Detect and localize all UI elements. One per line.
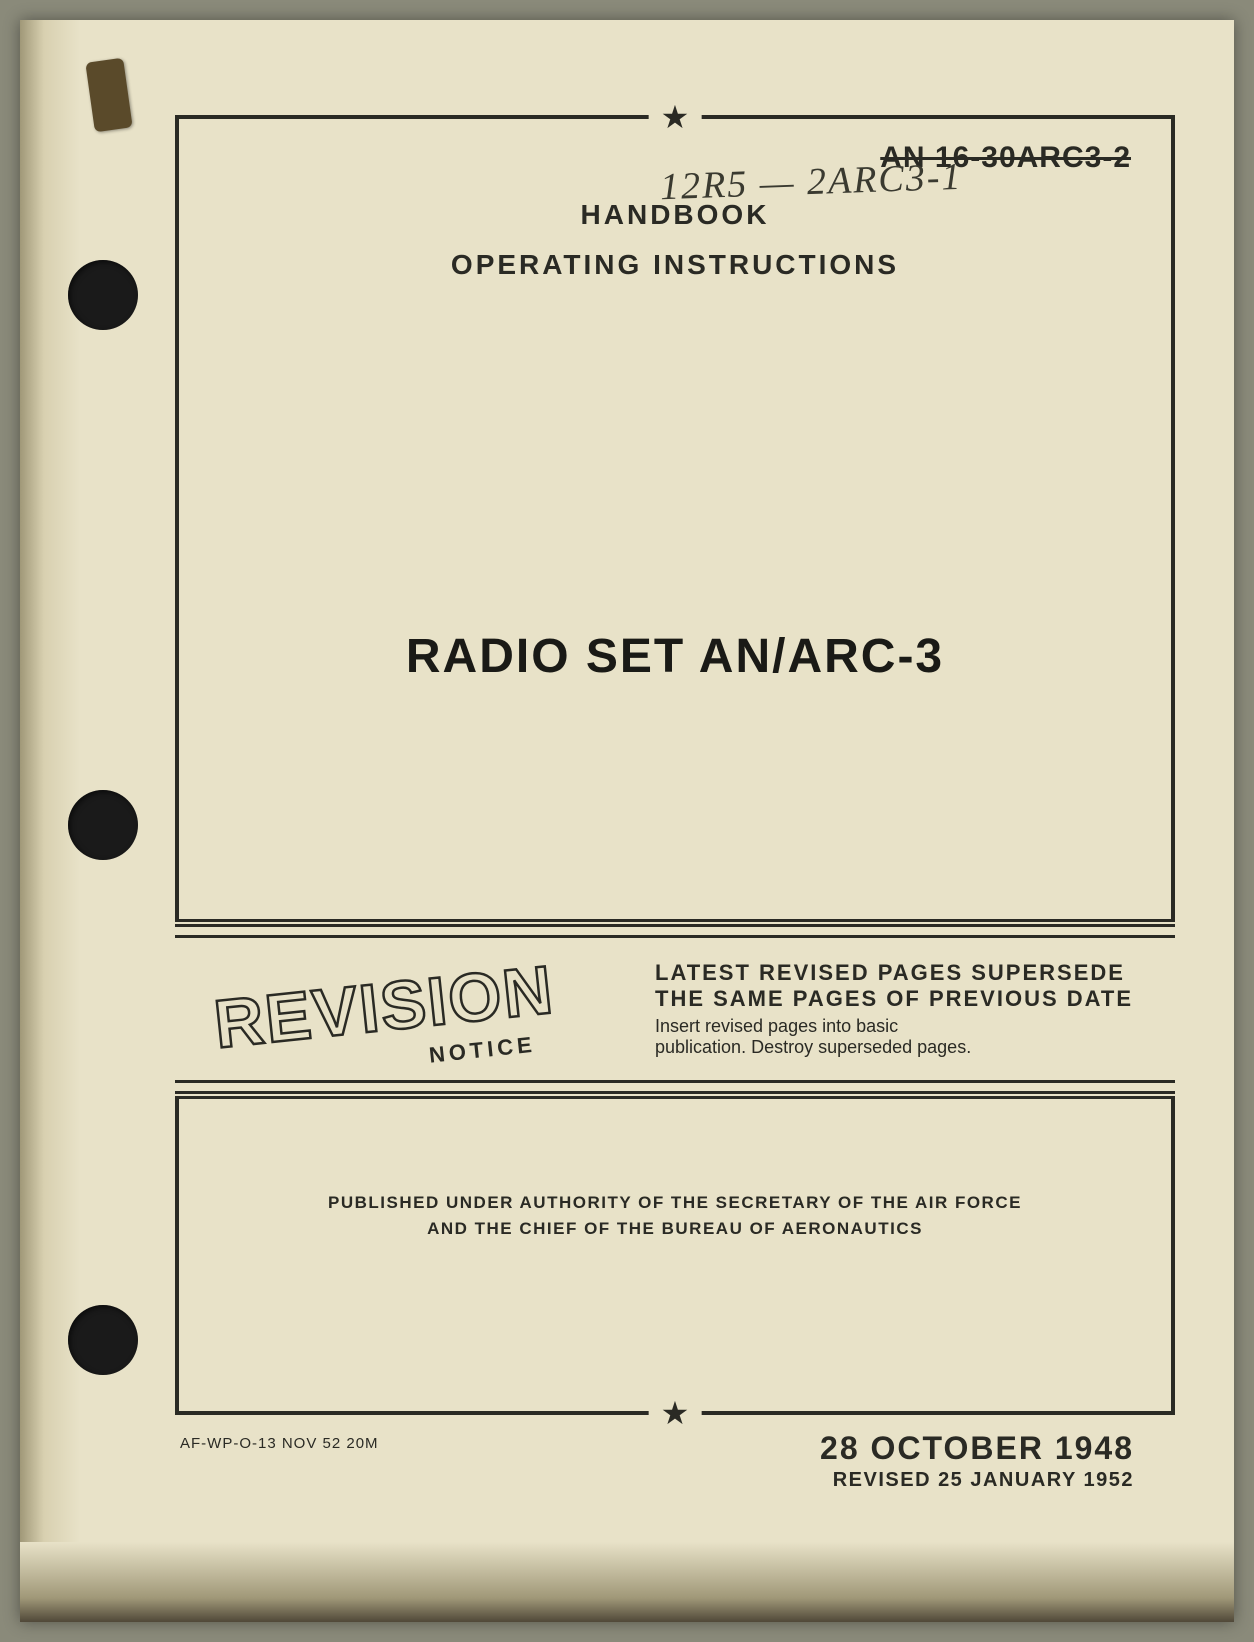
revision-line-3: Insert revised pages into basic bbox=[655, 1016, 1135, 1037]
header-operating-instructions: OPERATING INSTRUCTIONS bbox=[179, 249, 1171, 281]
revision-line-4: publication. Destroy superseded pages. bbox=[655, 1037, 1135, 1058]
staple-mark bbox=[85, 58, 132, 133]
document-page: ★ ★ AN 16-30ARC3-2 HANDBOOK OPERATING IN… bbox=[20, 20, 1234, 1622]
revision-outline-text: REVISION NOTICE bbox=[195, 942, 635, 1092]
revision-line-2: THE SAME PAGES OF PREVIOUS DATE bbox=[655, 986, 1135, 1012]
punch-hole-3 bbox=[68, 1305, 138, 1375]
footer-dates: 28 OCTOBER 1948 REVISED 25 JANUARY 1952 bbox=[820, 1430, 1134, 1492]
header-block: HANDBOOK OPERATING INSTRUCTIONS bbox=[179, 199, 1171, 281]
authority-line-2: AND THE CHIEF OF THE BUREAU OF AERONAUTI… bbox=[179, 1216, 1171, 1242]
publication-date: 28 OCTOBER 1948 bbox=[820, 1430, 1134, 1467]
revision-text-block: LATEST REVISED PAGES SUPERSEDE THE SAME … bbox=[655, 960, 1175, 1058]
footer-print-code: AF-WP-O-13 NOV 52 20M bbox=[180, 1435, 379, 1452]
star-top-icon: ★ bbox=[649, 101, 702, 133]
main-title: RADIO SET AN/ARC-3 bbox=[179, 629, 1171, 684]
revision-word-block: REVISION NOTICE bbox=[175, 927, 655, 1091]
revision-notice-band: REVISION NOTICE LATEST REVISED PAGES SUP… bbox=[175, 919, 1175, 1099]
punch-hole-1 bbox=[68, 260, 138, 330]
punch-hole-2 bbox=[68, 790, 138, 860]
star-bottom-icon: ★ bbox=[649, 1397, 702, 1429]
handwritten-line-2: 2ARC3-1 bbox=[806, 156, 963, 203]
authority-line-1: PUBLISHED UNDER AUTHORITY OF THE SECRETA… bbox=[179, 1190, 1171, 1216]
content-frame: ★ ★ AN 16-30ARC3-2 HANDBOOK OPERATING IN… bbox=[175, 115, 1175, 1415]
handwritten-line-1: 12R5 — bbox=[659, 162, 796, 209]
revision-line-1: LATEST REVISED PAGES SUPERSEDE bbox=[655, 960, 1135, 986]
revision-date: REVISED 25 JANUARY 1952 bbox=[820, 1469, 1134, 1492]
scan-artifact-bottom bbox=[20, 1542, 1234, 1622]
authority-statement: PUBLISHED UNDER AUTHORITY OF THE SECRETA… bbox=[179, 1190, 1171, 1241]
